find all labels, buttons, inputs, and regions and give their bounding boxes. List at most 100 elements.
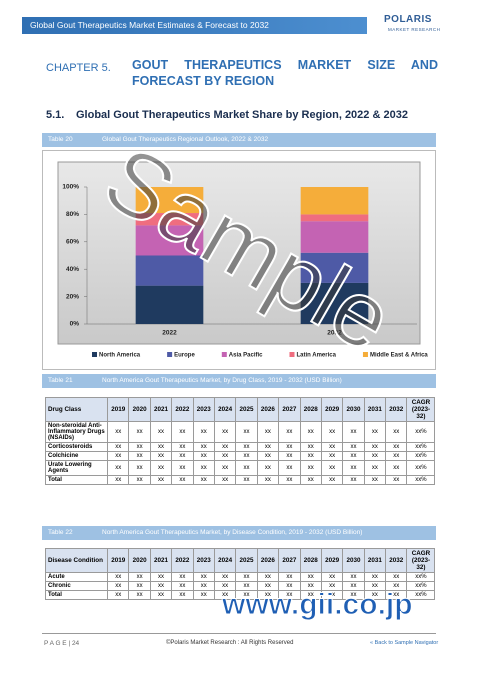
footer-page: P A G E | 24 xyxy=(44,640,80,647)
column-header: 2019 xyxy=(106,397,130,422)
column-header: 2024 xyxy=(213,397,237,422)
y-tick-label: 20% xyxy=(66,293,79,300)
table-cell: xx xyxy=(256,590,280,600)
table-cell: xx xyxy=(128,475,151,485)
bar-segment xyxy=(135,285,204,324)
table-cell: xx xyxy=(256,421,280,443)
table-cell: xx xyxy=(213,590,237,600)
table-cell: xx xyxy=(213,475,237,485)
column-header: 2022 xyxy=(171,548,194,573)
table-cell: xx xyxy=(235,442,258,452)
table-cell: xx xyxy=(171,451,194,461)
table-cell: xx xyxy=(278,475,301,485)
column-header: 2032 xyxy=(385,397,408,422)
table-cell: xx xyxy=(171,460,194,476)
table-cell: xx xyxy=(128,460,151,476)
table-caption: Table 22 North America Gout Therapeutics… xyxy=(42,526,436,540)
column-header: 2030 xyxy=(342,397,365,422)
table-cell: xx xyxy=(171,442,194,452)
table-cell: xx xyxy=(342,590,365,600)
legend-swatch xyxy=(167,352,173,357)
header-row: Disease Condition 2019 2020 2021 2022 2023 202… xyxy=(45,548,436,573)
table-cell: xx% xyxy=(406,451,436,461)
column-header: CAGR (2023-32) xyxy=(406,397,436,422)
table-cell: xx xyxy=(213,572,237,582)
table-cell: xx% xyxy=(406,590,436,600)
table-cell: xx xyxy=(128,572,151,582)
table-row: Corticosteroids xx xx xx xx xx xx xx xx xx xx xx xx x… xyxy=(45,442,436,452)
table-cell: xx xyxy=(278,442,301,452)
column-header: 2031 xyxy=(363,397,387,422)
table-cell: xx xyxy=(320,442,344,452)
column-header: 2023 xyxy=(192,548,215,573)
table-cell: xx xyxy=(320,451,344,461)
legend-label: Middle East & Africa xyxy=(370,353,428,359)
column-header: 2020 xyxy=(128,397,151,422)
table-cell: xx xyxy=(106,572,130,582)
table-cell: xx xyxy=(278,572,301,582)
table-cell: xx xyxy=(278,421,301,443)
column-header: 2029 xyxy=(320,548,344,573)
table-cell: xx xyxy=(106,581,130,591)
legend-swatch xyxy=(221,352,227,357)
table-cell: xx xyxy=(171,475,194,485)
table-cell: xx xyxy=(385,572,408,582)
table-cell: xx xyxy=(149,590,173,600)
table-row: Chronic xx xx xx xx xx xx xx xx xx xx xx xx xx xx xx% xyxy=(45,581,436,591)
column-header: 2026 xyxy=(256,397,280,422)
caption-label: Table 22 xyxy=(48,529,73,536)
legend-swatch xyxy=(362,352,368,357)
table-cell: xx xyxy=(385,590,408,600)
table-cell: xx xyxy=(342,451,365,461)
table-cell: xx xyxy=(235,451,258,461)
table-cell: xx% xyxy=(406,460,436,476)
bar-segment xyxy=(300,282,369,324)
table-cell: xx% xyxy=(406,442,436,452)
table-cell: xx xyxy=(192,590,215,600)
table-cell: xx xyxy=(299,451,322,461)
table-cell: xx xyxy=(235,572,258,582)
section-title: Global Gout Therapeutics Market Share by… xyxy=(76,109,408,121)
table-cell: xx xyxy=(149,460,173,476)
table-cell: xx xyxy=(213,451,237,461)
row-header: Urate Lowering Agents xyxy=(45,460,108,476)
footer-copyright: ©Polaris Market Research : All Rights Re… xyxy=(166,640,294,646)
table-cell: xx xyxy=(149,451,173,461)
table: Disease Condition 2019 2020 2021 2022 2023 202… xyxy=(45,548,436,600)
table-cell: xx xyxy=(149,421,173,443)
table-cell: xx xyxy=(342,421,365,443)
table-cell: xx xyxy=(342,581,365,591)
row-header: Colchicine xyxy=(45,451,108,461)
bar-segment xyxy=(135,187,204,214)
logo: POLARIS xyxy=(384,14,432,25)
table-cell: xx xyxy=(363,451,387,461)
table-caption: Table 20 Global Gout Therapeutics Region… xyxy=(42,133,436,147)
table-cell: xx xyxy=(235,581,258,591)
table-cell: xx xyxy=(106,442,130,452)
table-row: Urate Lowering Agents xx xx xx xx xx xx xx xx xx x… xyxy=(45,460,436,476)
back-link[interactable]: « Back to Sample Navigator xyxy=(370,640,439,646)
table-cell: xx xyxy=(342,475,365,485)
column-header: CAGR (2023-32) xyxy=(406,548,436,573)
table-cell: xx xyxy=(192,442,215,452)
caption-label: Table 20 xyxy=(48,136,73,143)
table-cell: xx xyxy=(363,421,387,443)
table-cell: xx xyxy=(128,421,151,443)
table-cell: xx xyxy=(299,590,322,600)
column-header: 2026 xyxy=(256,548,280,573)
row-header: Acute xyxy=(45,572,108,582)
table-row: Acute xx xx xx xx xx xx xx xx xx xx xx xx xx xx xx% xyxy=(45,572,436,582)
column-header: 2020 xyxy=(128,548,151,573)
table-cell: xx xyxy=(320,475,344,485)
column-header: 2027 xyxy=(278,397,301,422)
table-cell: xx xyxy=(256,460,280,476)
legend-swatch xyxy=(289,352,295,357)
table-cell: xx xyxy=(278,581,301,591)
table-row: Total xx xx xx xx xx xx xx xx xx xx xx xx xx xx xx% xyxy=(45,590,436,600)
legend-label: North America xyxy=(99,353,141,359)
row-header: Total xyxy=(45,475,108,485)
y-tick-label: 40% xyxy=(66,266,79,273)
table-cell: xx xyxy=(363,581,387,591)
table-cell: xx xyxy=(213,421,237,443)
bar-segment xyxy=(135,255,204,286)
